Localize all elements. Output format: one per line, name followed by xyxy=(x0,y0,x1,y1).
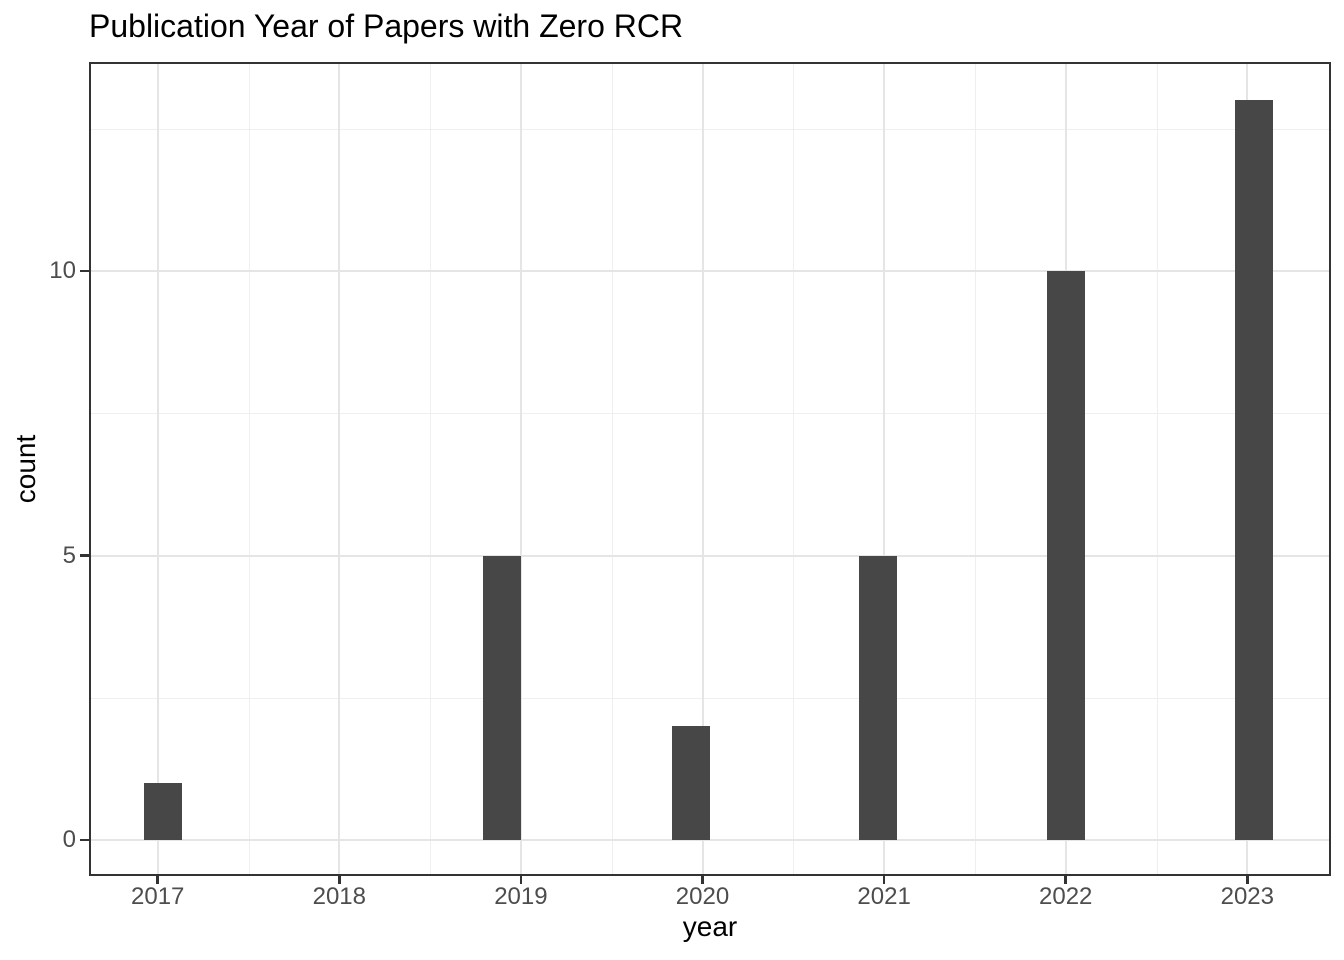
x-tick-2019 xyxy=(519,876,523,884)
x-axis-title: year xyxy=(682,911,738,942)
x-tick-label-2017: 2017 xyxy=(130,883,185,910)
gridline-x-major-2020 xyxy=(701,64,704,874)
x-tick-2023 xyxy=(1246,876,1249,884)
x-tick-2022 xyxy=(1064,876,1067,884)
x-tick-2017 xyxy=(156,876,159,884)
y-tick-label-0: 0 xyxy=(62,826,76,853)
gridline-x-minor-2018.5 xyxy=(430,64,432,874)
gridline-x-minor-2017.5 xyxy=(248,64,250,874)
gridline-y-major-0 xyxy=(91,839,1329,841)
y-tick-5 xyxy=(80,554,89,557)
gridline-y-minor-2.5 xyxy=(91,697,1329,699)
bar-2021 xyxy=(858,555,897,840)
gridline-y-minor-12.5 xyxy=(91,128,1329,130)
x-tick-2018 xyxy=(338,876,341,884)
x-tick-label-2021: 2021 xyxy=(857,883,911,910)
gridline-x-minor-2021.5 xyxy=(974,64,976,874)
bar-2017 xyxy=(144,783,183,840)
x-tick-label-2023: 2023 xyxy=(1220,883,1274,910)
gridline-x-minor-2022.5 xyxy=(1156,64,1158,874)
bar-2022 xyxy=(1046,271,1085,840)
x-tick-label-2022: 2022 xyxy=(1038,883,1093,910)
bar-2019 xyxy=(482,555,521,840)
y-tick-label-10: 10 xyxy=(49,257,76,284)
gridline-x-minor-2020.5 xyxy=(793,64,795,874)
bar-2020 xyxy=(671,726,710,840)
x-tick-label-2019: 2019 xyxy=(494,883,548,910)
gridline-x-major-2018 xyxy=(338,64,341,874)
bar-2023 xyxy=(1234,100,1273,840)
y-tick-10 xyxy=(80,269,89,273)
x-tick-2021 xyxy=(882,876,886,884)
x-tick-label-2020: 2020 xyxy=(675,883,730,910)
x-tick-2020 xyxy=(701,876,704,884)
gridline-y-major-5 xyxy=(91,554,1329,557)
x-tick-label-2018: 2018 xyxy=(312,883,366,910)
gridline-x-major-2019 xyxy=(519,64,522,874)
y-axis-title: count xyxy=(10,434,41,504)
gridline-x-major-2017 xyxy=(156,64,159,874)
y-tick-label-5: 5 xyxy=(62,541,76,569)
gridline-y-major-10 xyxy=(91,270,1329,272)
gridline-y-minor-7.5 xyxy=(91,413,1329,415)
plot-panel xyxy=(89,62,1331,876)
gridline-x-minor-2019.5 xyxy=(611,64,613,874)
chart-title: Publication Year of Papers with Zero RCR xyxy=(89,8,684,44)
y-tick-0 xyxy=(80,838,89,842)
gridline-x-major-2021 xyxy=(883,64,886,874)
